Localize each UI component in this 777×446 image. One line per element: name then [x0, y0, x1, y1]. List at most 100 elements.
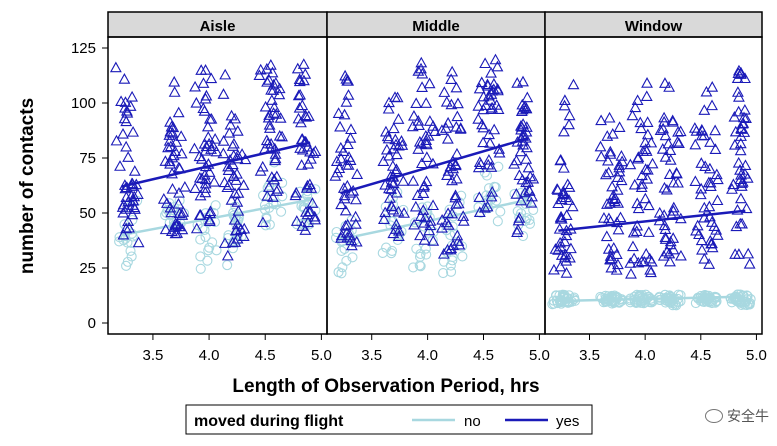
- y-axis-label: number of contacts: [17, 98, 38, 274]
- point-yes: [338, 192, 351, 204]
- point-yes: [734, 137, 747, 149]
- point-yes: [711, 173, 724, 185]
- point-yes: [611, 184, 624, 195]
- point-yes: [276, 130, 288, 142]
- point-yes: [636, 178, 648, 189]
- point-yes: [551, 183, 564, 194]
- point-yes: [690, 224, 702, 236]
- point-yes: [631, 94, 644, 106]
- point-yes: [513, 212, 526, 223]
- point-yes: [269, 148, 282, 159]
- point-yes: [345, 123, 357, 135]
- point-yes: [454, 122, 467, 133]
- point-yes: [120, 140, 133, 152]
- point-yes: [664, 255, 676, 267]
- point-yes: [415, 62, 427, 74]
- point-yes: [118, 112, 131, 124]
- point-yes: [390, 148, 403, 160]
- point-yes: [523, 184, 535, 195]
- point-yes: [124, 100, 137, 111]
- point-yes: [193, 209, 206, 220]
- point-yes: [172, 197, 185, 209]
- point-yes: [204, 207, 216, 219]
- point-yes: [389, 133, 402, 145]
- point-no: [381, 242, 392, 253]
- point-yes: [335, 232, 348, 243]
- point-yes: [727, 178, 740, 190]
- point-yes: [341, 231, 354, 243]
- point-yes: [450, 81, 463, 93]
- point-yes: [272, 182, 285, 194]
- y-tick-label: 0: [88, 315, 96, 332]
- point-no: [260, 220, 271, 231]
- frame-window: [544, 36, 763, 335]
- point-yes: [555, 212, 568, 224]
- y-tick-label: 75: [79, 150, 96, 167]
- y-axis: 0 25 50 75 100 125: [71, 40, 108, 332]
- point-yes: [638, 255, 651, 267]
- point-yes: [408, 218, 421, 230]
- point-yes: [627, 226, 640, 238]
- point-yes: [520, 125, 533, 137]
- x-tick-label: 5.0: [311, 347, 332, 364]
- point-yes: [710, 168, 723, 180]
- point-yes: [189, 80, 202, 92]
- point-yes: [419, 211, 432, 223]
- point-yes: [335, 198, 348, 210]
- point-yes: [263, 118, 276, 130]
- point-yes: [478, 201, 491, 213]
- point-yes: [698, 252, 711, 264]
- point-yes: [164, 125, 177, 137]
- point-yes: [738, 126, 751, 137]
- point-yes: [663, 168, 676, 180]
- point-yes: [557, 161, 570, 173]
- point-yes: [514, 119, 527, 131]
- point-yes: [472, 100, 485, 111]
- point-yes: [269, 152, 282, 164]
- point-yes: [440, 95, 453, 107]
- point-yes: [601, 154, 614, 166]
- trend-line-yes-window: [558, 209, 746, 232]
- point-yes: [117, 127, 129, 139]
- point-yes: [613, 159, 626, 170]
- point-yes: [340, 72, 353, 84]
- point-yes: [329, 170, 342, 181]
- point-yes: [659, 223, 672, 235]
- point-yes: [120, 222, 133, 234]
- x-tick-label: 3.5: [361, 347, 382, 364]
- point-yes: [731, 72, 744, 83]
- point-yes: [449, 159, 462, 171]
- point-yes: [412, 65, 425, 76]
- point-no: [744, 299, 755, 310]
- point-yes: [217, 147, 230, 159]
- point-yes: [387, 177, 400, 189]
- point-no: [211, 245, 222, 256]
- point-yes: [292, 89, 305, 101]
- point-yes: [477, 136, 490, 148]
- point-yes: [416, 67, 429, 79]
- point-yes: [197, 102, 210, 114]
- point-yes: [558, 235, 571, 247]
- point-yes: [441, 243, 454, 255]
- point-yes: [639, 163, 652, 174]
- point-no: [745, 294, 756, 305]
- point-yes: [453, 238, 466, 250]
- point-yes: [273, 82, 286, 94]
- point-yes: [420, 151, 433, 162]
- point-yes: [615, 150, 628, 161]
- point-yes: [305, 182, 318, 193]
- point-yes: [195, 172, 208, 184]
- point-yes: [442, 116, 455, 128]
- point-yes: [218, 237, 231, 248]
- point-yes: [563, 194, 576, 205]
- point-yes: [601, 130, 614, 141]
- point-yes: [730, 220, 743, 232]
- point-yes: [397, 175, 410, 186]
- point-yes: [414, 229, 426, 241]
- point-yes: [493, 146, 506, 158]
- point-yes: [308, 210, 321, 222]
- point-yes: [302, 110, 315, 121]
- point-no: [387, 199, 398, 210]
- point-yes: [641, 128, 654, 140]
- point-yes: [656, 143, 669, 154]
